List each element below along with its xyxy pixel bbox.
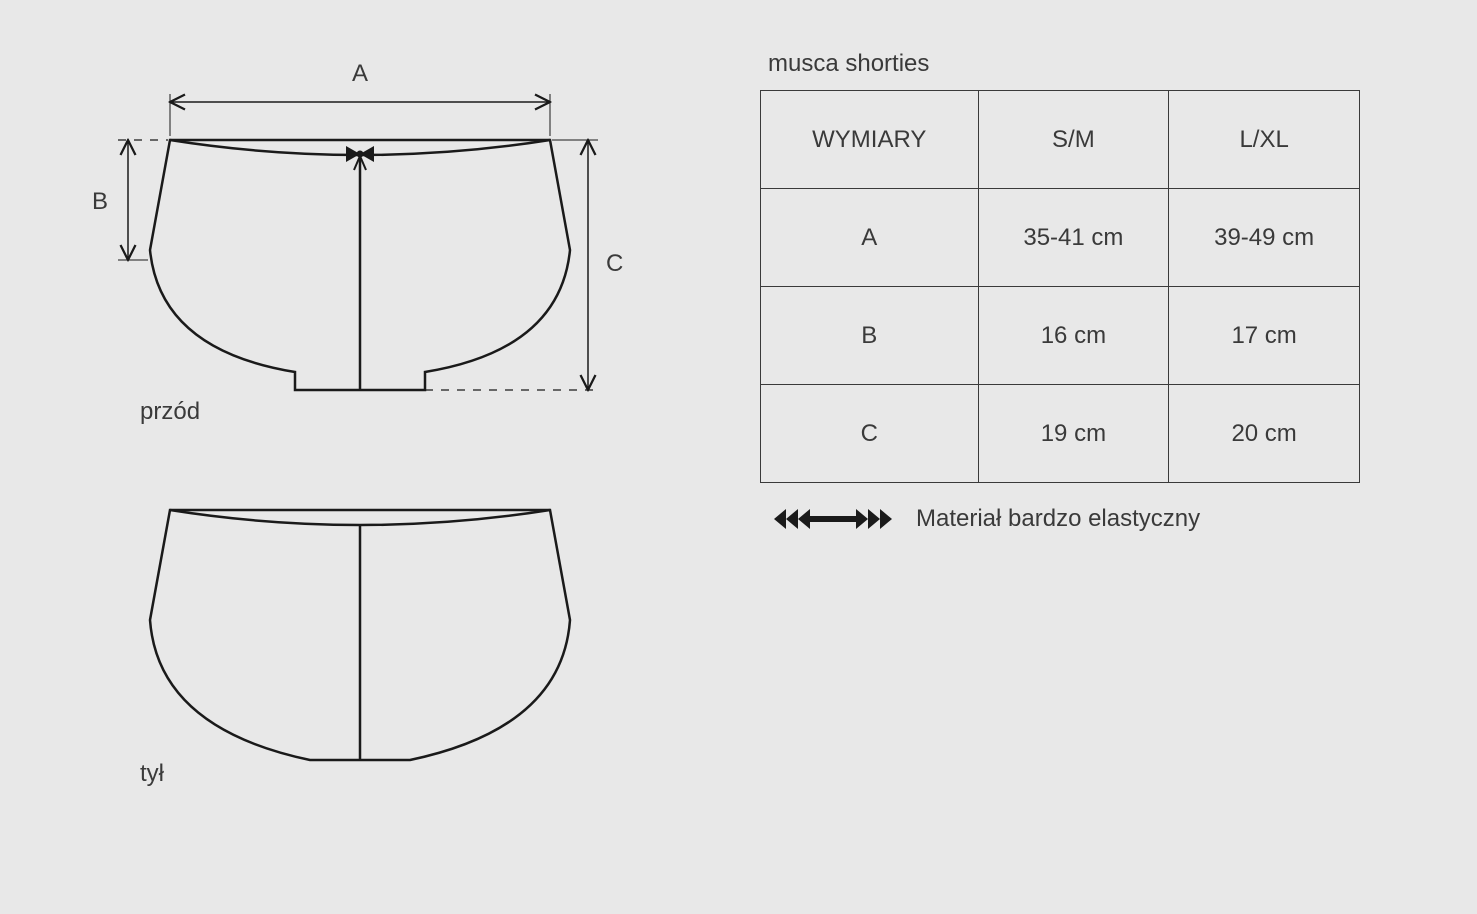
cell: 19 cm [978, 385, 1169, 483]
table-row: B 16 cm 17 cm [761, 287, 1360, 385]
elastic-note-text: Materiał bardzo elastyczny [916, 505, 1200, 533]
diagram-front: A B C przód [80, 50, 640, 430]
dimC-label: C [606, 250, 623, 278]
table-header-row: WYMIARY S/M L/XL [761, 91, 1360, 189]
th-size-lxl: L/XL [1169, 91, 1360, 189]
table-row: C 19 cm 20 cm [761, 385, 1360, 483]
back-svg [80, 460, 640, 800]
cell: 35-41 cm [978, 189, 1169, 287]
cell: 20 cm [1169, 385, 1360, 483]
front-svg [80, 50, 640, 430]
size-table: WYMIARY S/M L/XL A 35-41 cm 39-49 cm B 1… [760, 90, 1360, 483]
cell: A [761, 189, 979, 287]
elastic-note: Materiał bardzo elastyczny [760, 505, 1380, 533]
cell: 16 cm [978, 287, 1169, 385]
th-size-sm: S/M [978, 91, 1169, 189]
dimB-label: B [92, 188, 108, 216]
th-dim: WYMIARY [761, 91, 979, 189]
back-label: tył [140, 760, 164, 788]
right-panel: musca shorties WYMIARY S/M L/XL A 35-41 … [760, 50, 1380, 533]
cell: C [761, 385, 979, 483]
product-title: musca shorties [760, 50, 1380, 78]
cell: 39-49 cm [1169, 189, 1360, 287]
back-waist [170, 510, 550, 525]
front-label: przód [140, 398, 200, 426]
diagram-back: tył [80, 460, 640, 800]
cell: B [761, 287, 979, 385]
cell: 17 cm [1169, 287, 1360, 385]
table-row: A 35-41 cm 39-49 cm [761, 189, 1360, 287]
stretch-icon [768, 505, 898, 533]
dimA-label: A [352, 60, 368, 88]
left-panel: A B C przód tył [80, 50, 680, 800]
